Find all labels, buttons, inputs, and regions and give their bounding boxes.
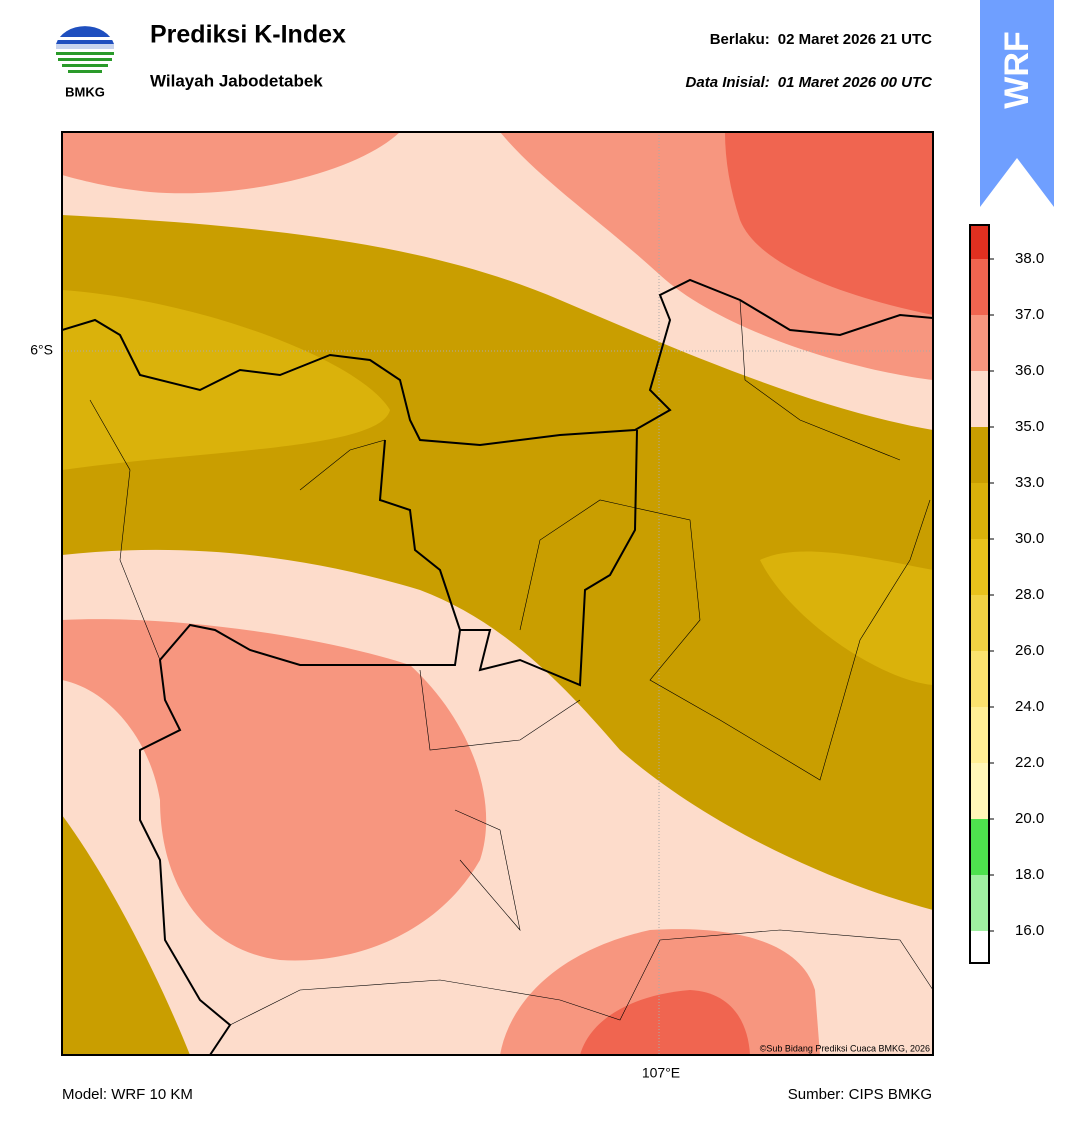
- colorbar-band: [970, 819, 989, 875]
- colorbar-band: [970, 483, 989, 539]
- badge: [980, 0, 1054, 207]
- valid-label: Berlaku:: [710, 31, 770, 48]
- colorbar-tick-label: 26.0: [1015, 642, 1044, 659]
- badge-text: WRF: [998, 31, 1036, 108]
- footer-model: Model: WRF 10 KM: [62, 1086, 193, 1103]
- footer-source: Sumber: CIPS BMKG: [788, 1086, 932, 1103]
- colorbar-frame: [969, 224, 990, 964]
- subtitle: Wilayah Jabodetabek: [150, 71, 323, 90]
- colorbar-band: [970, 225, 989, 259]
- logo: BMKG: [56, 26, 114, 99]
- colorbar-tick-label: 35.0: [1015, 418, 1044, 435]
- colorbar-tick-label: 20.0: [1015, 810, 1044, 827]
- colorbar-band: [970, 371, 989, 427]
- colorbar-band: [970, 931, 989, 963]
- init-line: Data Inisial: 01 Maret 2026 00 UTC: [686, 74, 934, 91]
- colorbar-tick-label: 22.0: [1015, 754, 1044, 771]
- colorbar-tick-label: 36.0: [1015, 362, 1044, 379]
- logo-text: BMKG: [65, 84, 105, 99]
- colorbar: 16.0 18.0 20.0 22.0 24.0 26.0 28.0 30.0 33.0 35.0…: [969, 224, 1044, 964]
- colorbar-band: [970, 259, 989, 315]
- colorbar-tick-label: 33.0: [1015, 474, 1044, 491]
- colorbar-band: [970, 707, 989, 763]
- init-time: 01 Maret 2026 00 UTC: [778, 74, 933, 91]
- colorbar-tick-label: 38.0: [1015, 250, 1044, 267]
- title: Prediksi K-Index: [150, 21, 346, 49]
- colorbar-tick-label: 18.0: [1015, 866, 1044, 883]
- colorbar-band: [970, 651, 989, 707]
- colorbar-tick-label: 24.0: [1015, 698, 1044, 715]
- colorbar-band: [970, 763, 989, 819]
- colorbar-band: [970, 539, 989, 595]
- colorbar-tick-label: 30.0: [1015, 530, 1044, 547]
- colorbar-tick-label: 37.0: [1015, 306, 1044, 323]
- colorbar-band: [970, 595, 989, 651]
- valid-time: 02 Maret 2026 21 UTC: [778, 31, 932, 48]
- colorbar-tick-label: 16.0: [1015, 922, 1044, 939]
- valid-line: Berlaku: 02 Maret 2026 21 UTC: [710, 31, 932, 48]
- colorbar-band: [970, 427, 989, 483]
- map-field: [62, 132, 933, 1055]
- lon-label: 107°E: [642, 1065, 680, 1081]
- colorbar-tick-label: 28.0: [1015, 586, 1044, 603]
- colorbar-band: [970, 875, 989, 931]
- lat-label: 6°S: [30, 342, 53, 358]
- colorbar-band: [970, 315, 989, 371]
- credit: ©Sub Bidang Prediksi Cuaca BMKG, 2026: [760, 1043, 930, 1053]
- init-label: Data Inisial:: [686, 74, 770, 91]
- map-frame: [61, 131, 934, 1056]
